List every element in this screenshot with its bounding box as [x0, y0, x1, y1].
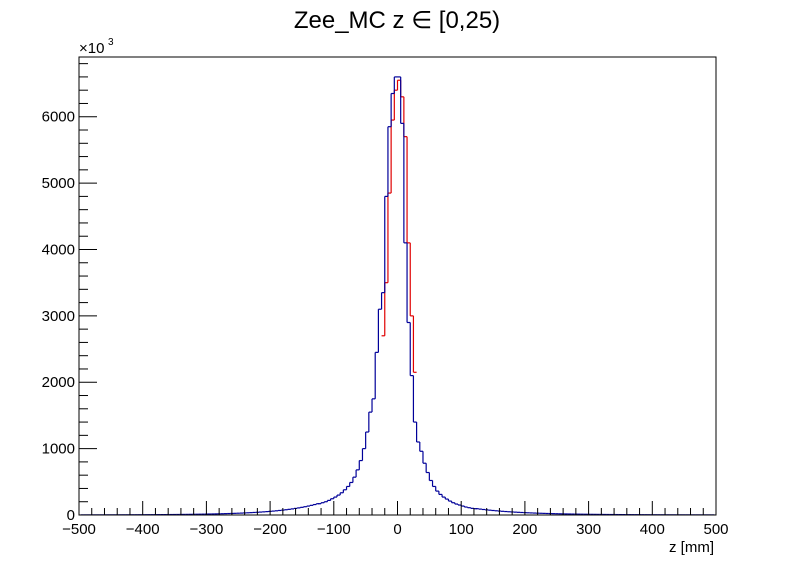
y-tick-label: 3000: [42, 308, 75, 325]
chart-title: Zee_MC z ∈ [0,25): [294, 7, 500, 34]
y-multiplier-exponent: 3: [108, 37, 114, 48]
y-tick-label: 2000: [42, 374, 75, 391]
x-tick-label: −100: [317, 521, 351, 538]
axes: −500 −400 −300 −200 −100 0 100 200 300 400 5000100…: [42, 56, 729, 538]
y-multiplier-base: ×10: [79, 40, 104, 57]
x-tick-label: 0: [393, 521, 401, 538]
x-tick-label: −200: [253, 521, 287, 538]
y-tick-label: 0: [67, 507, 75, 524]
y-tick-label: 5000: [42, 175, 75, 192]
x-tick-label: −400: [126, 521, 160, 538]
y-tick-label: 4000: [42, 241, 75, 258]
x-tick-label: 300: [576, 521, 601, 538]
x-tick-label: 400: [640, 521, 665, 538]
x-tick-label: 100: [449, 521, 474, 538]
y-tick-label: 1000: [42, 441, 75, 458]
x-tick-label: −500: [62, 521, 96, 538]
y-tick-label: 6000: [42, 109, 75, 126]
x-tick-label: 200: [512, 521, 537, 538]
y-axis-multiplier: ×10 3: [79, 37, 114, 57]
x-tick-label: 500: [703, 521, 728, 538]
x-axis-label: z [mm]: [669, 539, 714, 556]
x-tick-label: −300: [190, 521, 224, 538]
